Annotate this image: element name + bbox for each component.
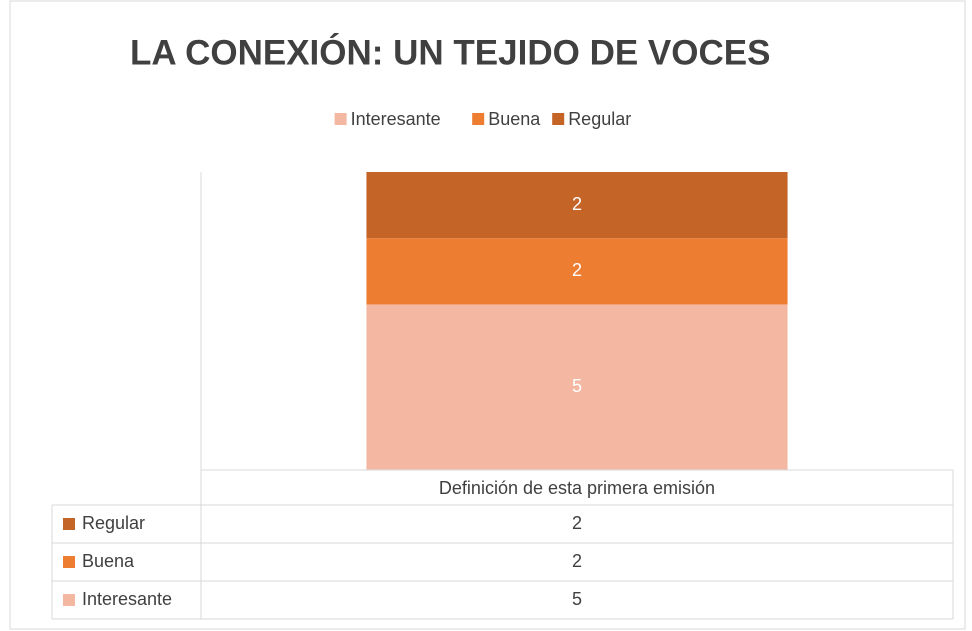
data-label: 2 xyxy=(572,260,582,280)
legend-label: Interesante xyxy=(351,109,441,129)
legend-label: Buena xyxy=(488,109,541,129)
bar-segment xyxy=(366,304,788,470)
table-series-name: Interesante xyxy=(82,589,172,609)
x-tick-label: Definición de esta primera emisión xyxy=(439,478,715,498)
legend-swatch xyxy=(552,113,565,125)
table-value: 5 xyxy=(572,589,582,609)
table-swatch xyxy=(63,556,75,568)
table-series-name: Regular xyxy=(82,513,145,533)
bar-segment xyxy=(366,172,788,239)
table-series-name: Buena xyxy=(82,551,135,571)
table-value: 2 xyxy=(572,513,582,533)
legend-label: Regular xyxy=(568,109,631,129)
data-label: 5 xyxy=(572,376,582,396)
chart-title: LA CONEXIÓN: UN TEJIDO DE VOCES xyxy=(130,32,770,72)
table-swatch xyxy=(63,594,75,606)
data-label: 2 xyxy=(572,194,582,214)
legend-swatch xyxy=(334,113,347,125)
table-value: 2 xyxy=(572,551,582,571)
legend-swatch xyxy=(472,113,485,125)
table-swatch xyxy=(63,518,75,530)
bar-segment xyxy=(366,238,788,305)
